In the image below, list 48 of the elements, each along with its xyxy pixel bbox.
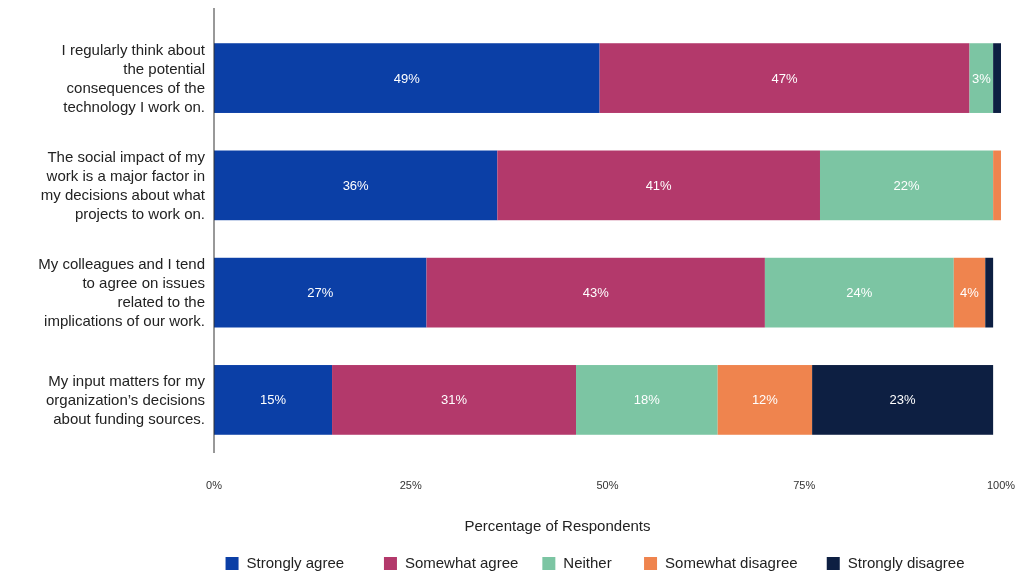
- bar: [717, 365, 813, 435]
- legend-label: Strongly agree: [246, 554, 345, 571]
- bar: [497, 150, 820, 221]
- data-label: 36%: [342, 177, 370, 193]
- x-tick-label: 75%: [793, 479, 816, 491]
- data-label: 41%: [645, 177, 673, 193]
- bar: [812, 365, 994, 435]
- bar: [993, 150, 1001, 221]
- bar: [969, 43, 994, 113]
- y-tick-label: My colleagues and I tend to agree on issues related to the implications of our work.: [38, 255, 205, 330]
- x-tick-label: 100%: [986, 479, 1016, 491]
- x-tick-label: 25%: [399, 479, 422, 491]
- data-label: 23%: [889, 392, 917, 408]
- bar: [819, 150, 994, 221]
- legend-label: Neither: [563, 554, 612, 571]
- data-label: 18%: [633, 392, 661, 408]
- x-tick-label: 50%: [596, 479, 619, 491]
- data-label: 43%: [582, 285, 610, 301]
- data-label: 4%: [960, 285, 980, 301]
- legend-label: Strongly disagree: [847, 554, 965, 571]
- bar: [214, 150, 498, 221]
- data-label: 27%: [307, 285, 334, 301]
- bar: [426, 257, 765, 328]
- y-tick-label: I regularly think about the potential consequences of the technology I work on.: [61, 40, 206, 115]
- legend-label: Somewhat agree: [404, 554, 519, 571]
- bar: [993, 43, 1001, 113]
- x-tick-label: 0%: [206, 479, 223, 491]
- bar: [576, 365, 718, 435]
- data-label: 22%: [893, 177, 920, 193]
- data-label: 31%: [441, 392, 468, 408]
- bar: [953, 257, 986, 328]
- bar: [214, 365, 333, 435]
- data-label: 49%: [393, 70, 421, 86]
- data-label: 24%: [846, 285, 873, 301]
- legend-label: Somewhat disagree: [665, 554, 798, 571]
- bar: [214, 257, 427, 328]
- data-label: 15%: [260, 392, 287, 408]
- bar: [764, 257, 954, 328]
- y-tick-label: The social impact of my work is a major factor in my decisions about what projects to work on.: [40, 148, 206, 223]
- data-label: 47%: [771, 70, 799, 86]
- bar: [985, 257, 994, 328]
- bar: [599, 43, 970, 113]
- data-label: 12%: [751, 392, 779, 408]
- bar: [332, 365, 577, 435]
- bar: [214, 43, 600, 113]
- x-axis-title: Percentage of Respondents: [464, 517, 651, 534]
- data-label: 3%: [971, 70, 992, 86]
- y-tick-label: My input matters for my organization’s decisions about funding sources.: [46, 372, 206, 428]
